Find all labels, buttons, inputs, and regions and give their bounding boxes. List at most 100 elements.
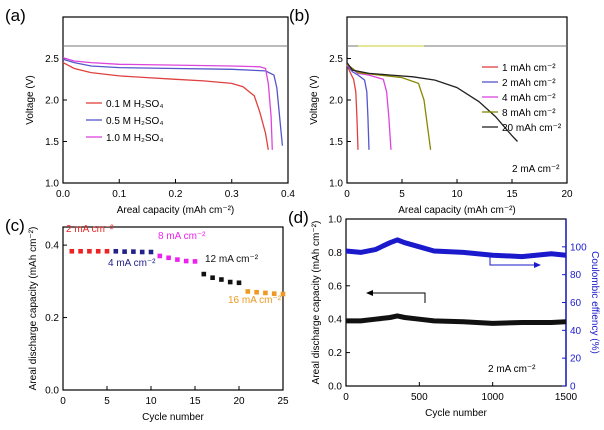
panel-c: 0 5 10 15 20 25 0.0 0.2 0.4 Cycle number Areal dis… — [5, 216, 289, 423]
x-axis-label: Areal capacity (mAh cm⁻²) — [398, 205, 516, 216]
data-point — [148, 249, 154, 255]
x-tick-label: 0.0 — [56, 189, 70, 200]
series-line-0 — [346, 64, 359, 150]
x-axis-label: Cycle number — [425, 408, 487, 419]
capacity-arrowhead — [366, 290, 373, 296]
y-tick-label: 0.6 — [328, 281, 342, 292]
plot-frame — [62, 226, 284, 391]
efficiency-arrow — [489, 254, 536, 266]
x-tick-label: 0.3 — [225, 189, 239, 200]
x-tick-label: 10 — [145, 396, 157, 407]
data-point — [227, 279, 233, 285]
data-point — [122, 249, 127, 254]
x-tick-label: 15 — [189, 396, 201, 407]
rate-label: 4 mA cm⁻² — [108, 258, 156, 269]
legend-label: 20 mAh cm⁻² — [502, 123, 562, 134]
panel-label: (d) — [288, 208, 309, 227]
capacity-arrow — [370, 292, 426, 303]
rate-annotation: 2 mA cm⁻² — [512, 164, 560, 175]
panel-label: (a) — [5, 6, 26, 25]
y-axis-label: Voltage (V) — [309, 75, 320, 124]
y-tick-label: 0.2 — [328, 348, 342, 359]
data-point — [236, 280, 242, 286]
legend-label: 1 mAh cm⁻² — [502, 63, 556, 74]
legend-label: 4 mAh cm⁻² — [502, 93, 556, 104]
y-tick-label: 1.5 — [329, 137, 343, 148]
series-line-0 — [62, 62, 269, 150]
x-tick-label: 1500 — [555, 392, 578, 403]
y2-axis-label: Coulombic effiency (%) — [589, 251, 600, 354]
data-point — [263, 290, 268, 296]
data-point — [245, 289, 251, 294]
data-point — [271, 291, 277, 296]
y-tick-label: 0.0 — [328, 382, 342, 393]
legend: 1 mAh cm⁻² 2 mAh cm⁻² 4 mAh cm⁻² 8 mAh cm⁻²… — [482, 63, 562, 134]
x-tick-label: 500 — [411, 392, 428, 403]
x-tick-label: 5 — [399, 189, 405, 200]
x-tick-label: 1000 — [482, 392, 505, 403]
series-line-3 — [346, 63, 432, 150]
x-tick-label: 10 — [451, 189, 463, 200]
data-point — [201, 271, 207, 277]
y-axis-label: Voltage (V) — [25, 75, 36, 124]
x-tick-label: 0 — [344, 189, 350, 200]
data-point — [254, 289, 259, 295]
data-point — [113, 248, 119, 254]
y-tick-label: 2.0 — [329, 96, 343, 107]
panel-b: 0 5 10 15 20 1.0 1.5 2.0 2.5 Areal capacity (mAh … — [289, 6, 573, 216]
legend-label: 0.1 M H₂SO₄ — [106, 99, 163, 110]
series-band-0 — [346, 313, 567, 326]
legend-label: 0.5 M H₂SO₄ — [106, 116, 163, 127]
y-axis-label: Areal discharge capacity (mAh cm⁻²) — [28, 227, 39, 391]
y2-tick-label: 20 — [570, 354, 582, 365]
data-point — [157, 253, 163, 259]
plot-frame — [62, 16, 289, 184]
y-tick-label: 0.0 — [45, 386, 59, 397]
data-point — [175, 257, 180, 262]
x-tick-label: 5 — [104, 396, 110, 407]
y2-tick-label: 100 — [570, 242, 587, 253]
rate-label: 2 mA cm⁻² — [66, 224, 114, 235]
y2-tick-label: 0 — [570, 382, 576, 393]
x-tick-label: 25 — [277, 396, 289, 407]
data-point — [210, 275, 215, 281]
data-point — [183, 258, 189, 264]
data-point — [131, 249, 136, 254]
series-band-1 — [345, 237, 567, 260]
y-tick-label: 1.0 — [328, 215, 342, 226]
panel-label: (b) — [289, 6, 310, 25]
x-tick-label: 15 — [506, 189, 518, 200]
data-point — [139, 249, 145, 255]
data-point — [78, 248, 83, 254]
y-tick-label: 1.5 — [45, 137, 59, 148]
data-point — [192, 259, 198, 264]
rate-label: 12 mA cm⁻² — [205, 254, 259, 265]
data-point — [104, 248, 110, 254]
x-tick-label: 0.1 — [112, 189, 126, 200]
data-point — [95, 248, 101, 254]
rate-label: 16 mA cm⁻² — [228, 295, 282, 306]
x-tick-label: 0.2 — [169, 189, 183, 200]
x-tick-label: 20 — [561, 189, 573, 200]
y-axis-label: Areal discharge capacity (mAh cm⁻²) — [311, 221, 322, 385]
x-tick-label: 0 — [60, 396, 66, 407]
y-tick-label: 0.8 — [328, 248, 342, 259]
y-tick-label: 0.4 — [45, 241, 59, 252]
x-tick-label: 0 — [343, 392, 349, 403]
data-point — [69, 248, 75, 254]
y2-tick-label: 60 — [570, 298, 582, 309]
data-point — [87, 248, 92, 254]
plot-frame — [345, 218, 567, 387]
series-line-1 — [62, 58, 284, 146]
y-tick-label: 1.0 — [45, 179, 59, 190]
legend-label: 2 mAh cm⁻² — [502, 78, 556, 89]
x-axis-label: Areal capacity (mAh cm⁻²) — [117, 205, 235, 216]
panel-label: (c) — [5, 216, 25, 235]
data-point — [219, 277, 224, 282]
legend-label: 8 mAh cm⁻² — [502, 108, 556, 119]
x-tick-label: 0.4 — [281, 189, 295, 200]
legend-label: 1.0 M H₂SO₄ — [106, 133, 163, 144]
series-line-2 — [346, 64, 392, 150]
